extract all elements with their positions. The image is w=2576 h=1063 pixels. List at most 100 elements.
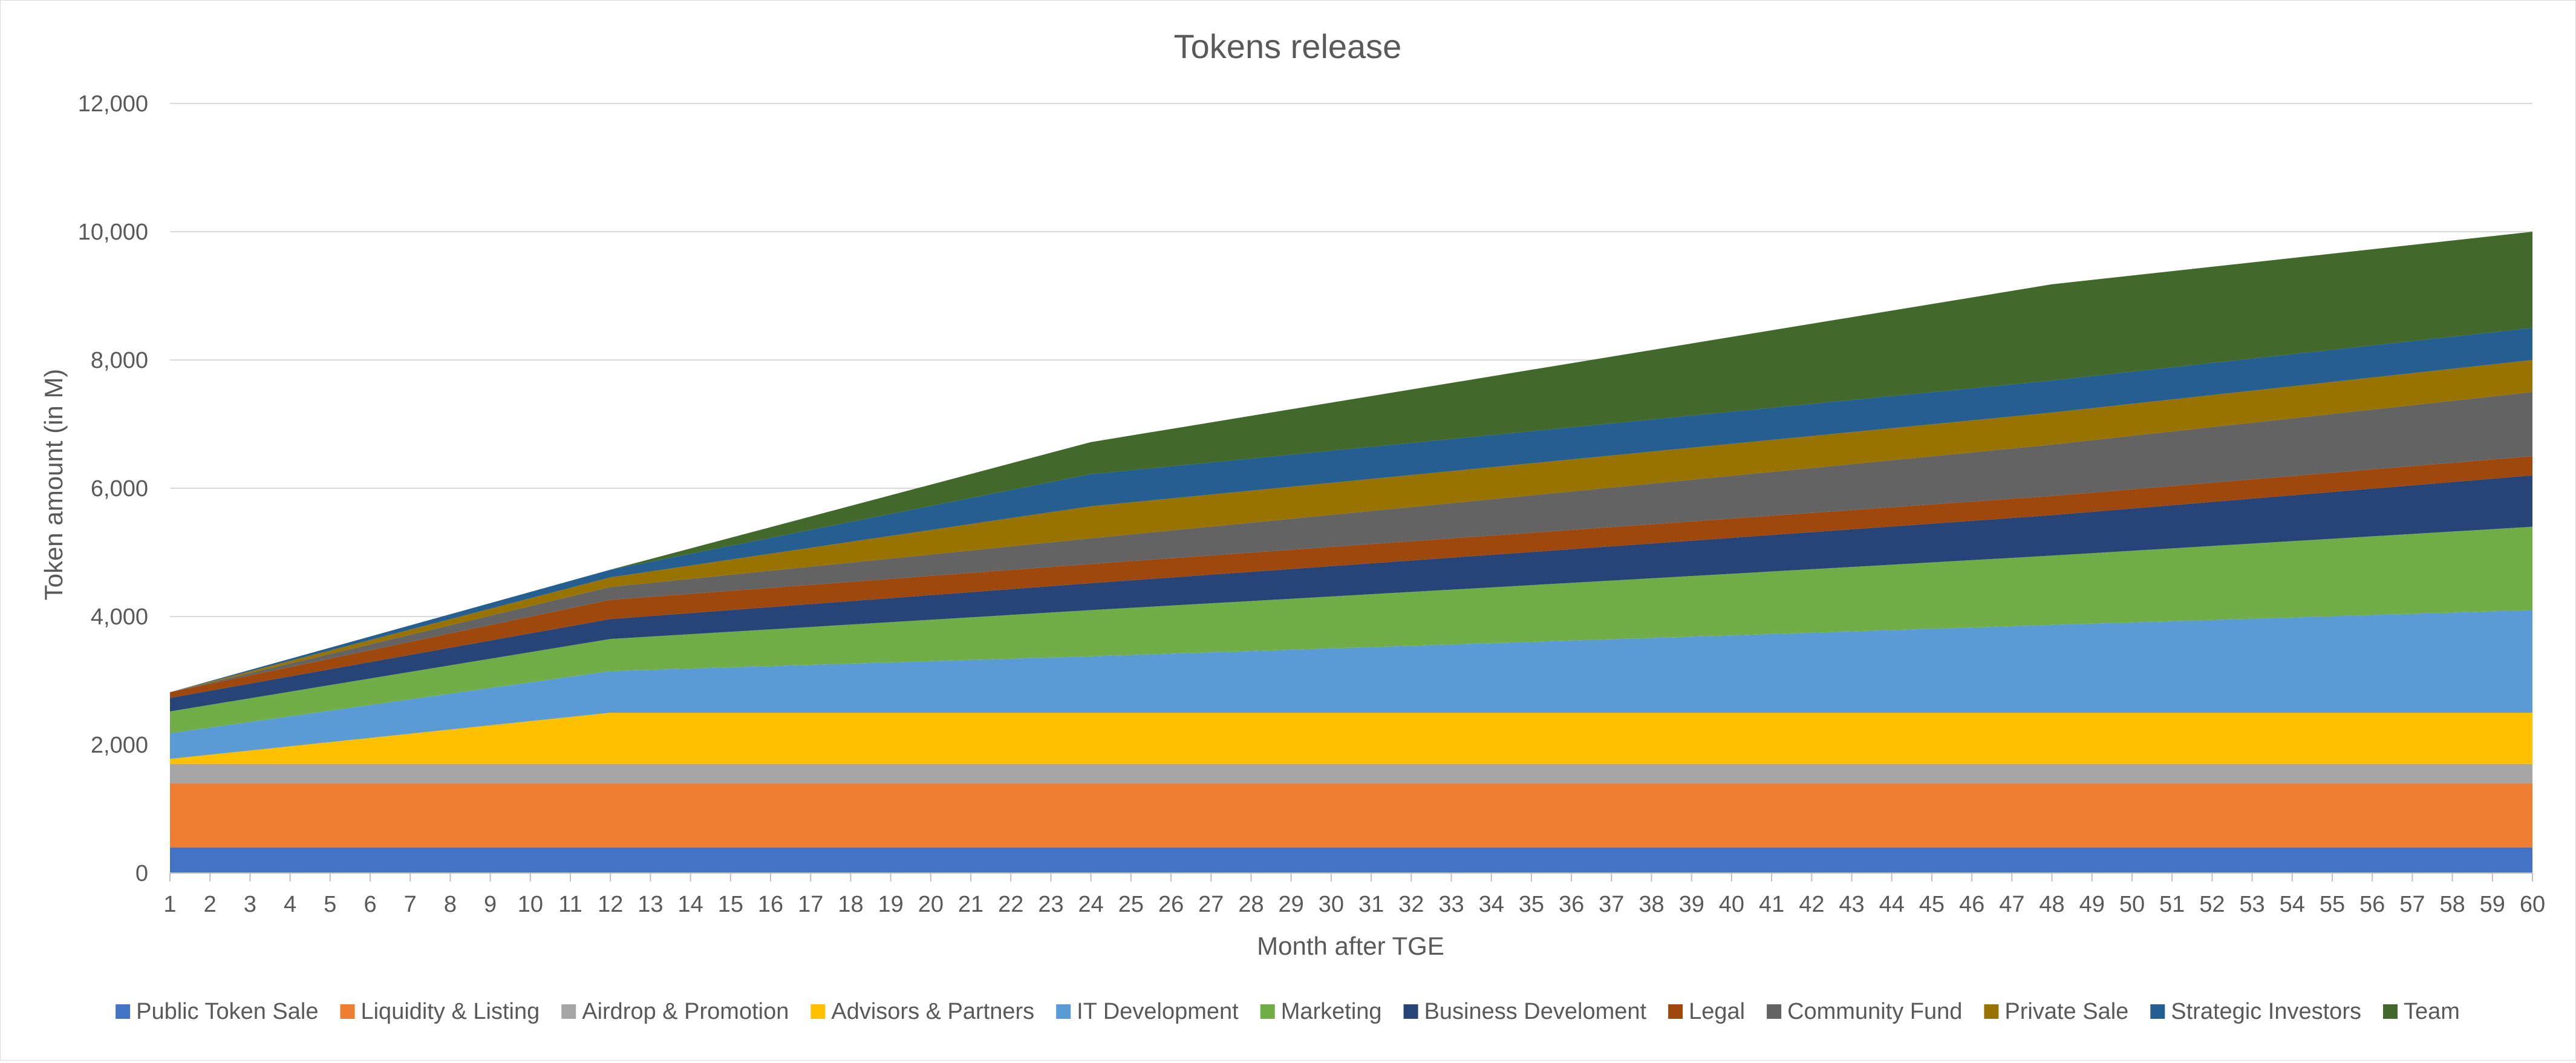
x-tick-label: 17 <box>798 892 823 917</box>
x-tick-label: 29 <box>1279 892 1304 917</box>
legend-item-marketing: Marketing <box>1260 999 1382 1024</box>
legend-swatch <box>1668 1004 1683 1019</box>
legend-label: Advisors & Partners <box>831 999 1034 1024</box>
x-tick-label: 33 <box>1438 892 1464 917</box>
x-tick-label: 36 <box>1559 892 1584 917</box>
y-tick-label: 8,000 <box>91 348 148 373</box>
x-tick-label: 9 <box>484 892 497 917</box>
y-tick-label: 12,000 <box>78 91 148 117</box>
y-tick-label: 2,000 <box>91 733 148 758</box>
x-tick-label: 6 <box>364 892 376 917</box>
x-tick-label: 41 <box>1759 892 1784 917</box>
y-axis-title: Token amount (in M) <box>39 369 68 601</box>
x-tick-label: 7 <box>404 892 417 917</box>
area-team <box>170 232 2532 693</box>
x-tick-label: 19 <box>878 892 904 917</box>
x-tick-label: 14 <box>678 892 703 917</box>
x-tick-label: 4 <box>284 892 296 917</box>
legend-label: Public Token Sale <box>136 999 318 1024</box>
x-tick-label: 31 <box>1358 892 1384 917</box>
x-tick-label: 56 <box>2359 892 2385 917</box>
area-community-fund <box>170 392 2532 693</box>
legend-item-public-token-sale: Public Token Sale <box>116 999 318 1024</box>
chart-title: Tokens release <box>1174 27 1402 65</box>
legend-item-liquidity-listing: Liquidity & Listing <box>340 999 540 1024</box>
x-tick-label: 42 <box>1799 892 1824 917</box>
area-strategic-investors <box>170 328 2532 693</box>
legend-swatch <box>561 1004 576 1019</box>
area-airdrop-promotion <box>170 764 2532 783</box>
x-tick-label: 27 <box>1198 892 1224 917</box>
x-tick-label: 44 <box>1879 892 1905 917</box>
area-advisors-partners <box>170 713 2532 764</box>
x-tick-label: 13 <box>637 892 663 917</box>
legend-label: Business Develoment <box>1424 999 1647 1024</box>
x-tick-label: 1 <box>163 892 176 917</box>
y-tick-label: 0 <box>135 861 148 886</box>
legend-swatch <box>1260 1004 1275 1019</box>
legend-swatch <box>1403 1004 1418 1019</box>
x-tick-label: 24 <box>1078 892 1104 917</box>
x-tick-label: 32 <box>1398 892 1424 917</box>
x-tick-label: 34 <box>1479 892 1504 917</box>
area-private-sale <box>170 360 2532 693</box>
x-tick-label: 50 <box>2119 892 2145 917</box>
y-tick-label: 6,000 <box>91 476 148 502</box>
x-tick-label: 38 <box>1639 892 1664 917</box>
legend-label: Liquidity & Listing <box>360 999 540 1024</box>
x-tick-label: 60 <box>2520 892 2545 917</box>
legend-swatch <box>2382 1004 2398 1019</box>
x-axis-title: Month after TGE <box>1257 932 1444 960</box>
y-tick-label: 10,000 <box>78 220 148 245</box>
legend-item-private-sale: Private Sale <box>1984 999 2128 1024</box>
x-tick-label: 21 <box>958 892 983 917</box>
x-tick-label: 37 <box>1599 892 1624 917</box>
x-tick-label: 47 <box>1999 892 2024 917</box>
x-tick-label: 11 <box>558 892 582 917</box>
x-tick-label: 22 <box>998 892 1023 917</box>
legend-label: Legal <box>1689 999 1745 1024</box>
legend-swatch <box>810 1004 826 1019</box>
legend-item-team: Team <box>2382 999 2460 1024</box>
legend: Public Token Sale Liquidity & Listing Aird… <box>116 999 2460 1024</box>
legend-item-airdrop-promotion: Airdrop & Promotion <box>561 999 789 1024</box>
area-liquidity-listing <box>170 783 2532 848</box>
x-tick-label: 5 <box>324 892 336 917</box>
x-tick-label: 40 <box>1719 892 1744 917</box>
x-tick-label: 48 <box>2039 892 2064 917</box>
x-tick-label: 26 <box>1158 892 1184 917</box>
x-tick-label: 59 <box>2480 892 2505 917</box>
x-tick-label: 35 <box>1519 892 1544 917</box>
x-tick-label: 16 <box>758 892 783 917</box>
x-tick-label: 51 <box>2159 892 2185 917</box>
x-tick-label: 53 <box>2239 892 2265 917</box>
legend-swatch <box>1767 1004 1782 1019</box>
legend-label: Airdrop & Promotion <box>582 999 789 1024</box>
x-tick-label: 46 <box>1959 892 1984 917</box>
legend-item-business-develoment: Business Develoment <box>1403 999 1647 1024</box>
x-tick-label: 39 <box>1679 892 1704 917</box>
x-tick-label: 55 <box>2320 892 2345 917</box>
x-tick-label: 12 <box>598 892 623 917</box>
x-tick-label: 57 <box>2399 892 2425 917</box>
x-tick-label: 2 <box>204 892 217 917</box>
area-business-develoment <box>170 475 2532 711</box>
area-legal <box>170 456 2532 698</box>
x-tick-label: 3 <box>244 892 256 917</box>
y-tick-label: 4,000 <box>91 604 148 630</box>
legend-swatch <box>116 1004 131 1019</box>
legend-label: IT Development <box>1077 999 1239 1024</box>
x-tick-label: 52 <box>2199 892 2225 917</box>
legend-item-legal: Legal <box>1668 999 1745 1024</box>
legend-item-strategic-investors: Strategic Investors <box>2150 999 2361 1024</box>
legend-label: Team <box>2404 999 2460 1024</box>
x-tick-label: 8 <box>444 892 457 917</box>
x-tick-label: 28 <box>1238 892 1264 917</box>
legend-item-it-development: IT Development <box>1056 999 1239 1024</box>
legend-label: Strategic Investors <box>2171 999 2361 1024</box>
area-marketing <box>170 526 2532 733</box>
area-public-token-sale <box>170 847 2532 873</box>
legend-swatch <box>1056 1004 1071 1019</box>
